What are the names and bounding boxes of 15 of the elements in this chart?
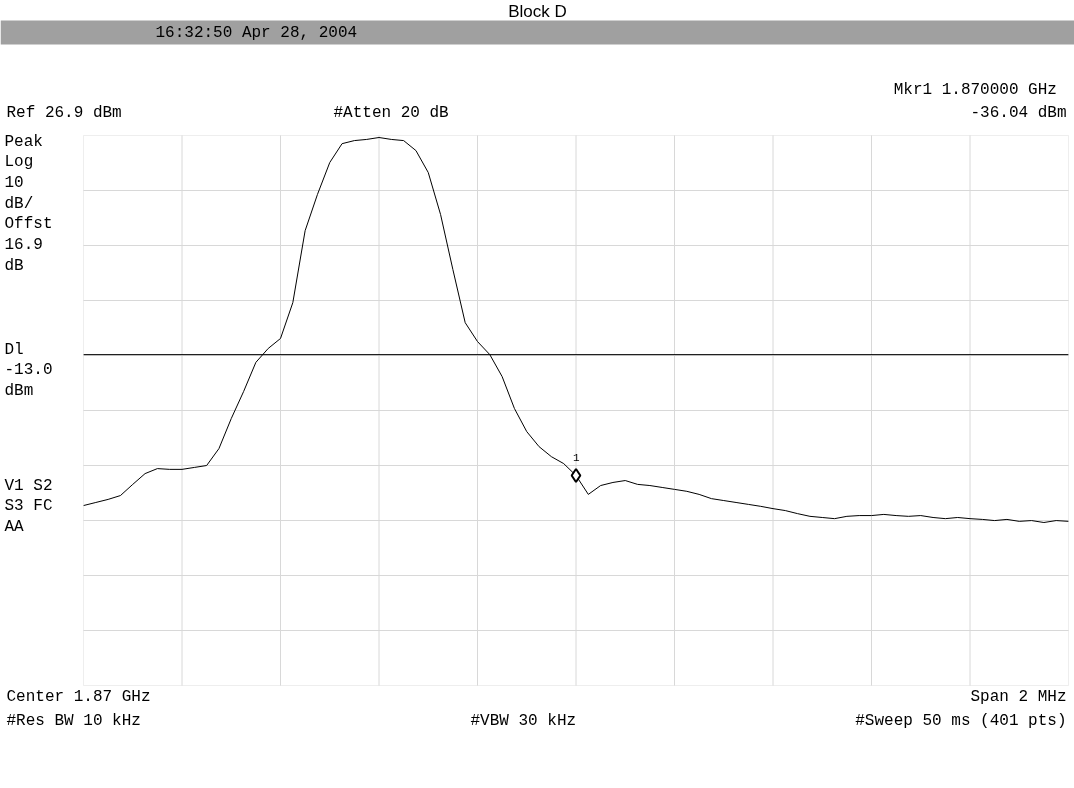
text: V1 S2 S3 FC AA bbox=[4, 476, 53, 536]
chart-subtitle: 16:32:50 Apr 28, 2004 bbox=[155, 23, 358, 42]
ref-line-label: Dl -13.0 dBm bbox=[4, 340, 53, 401]
text: #Sweep 50 ms (401 pts) bbox=[855, 711, 1067, 730]
text: Mkr1 1.870000 GHz bbox=[893, 80, 1057, 99]
text: -36.04 dBm bbox=[970, 103, 1067, 122]
text: #VBW 30 kHz bbox=[470, 711, 577, 730]
text: Center 1.87 GHz bbox=[6, 687, 151, 706]
text: Peak Log 10 dB/ Offst 16.9 dB bbox=[4, 132, 53, 275]
chart-title: Block D bbox=[508, 1, 567, 21]
text: Span 2 MHz bbox=[970, 687, 1067, 706]
text: Ref 26.9 dBm bbox=[6, 103, 122, 122]
text: #Res BW 10 kHz bbox=[6, 711, 141, 730]
annotation: 1 bbox=[573, 451, 580, 464]
text: #Atten 20 dB bbox=[333, 103, 449, 122]
